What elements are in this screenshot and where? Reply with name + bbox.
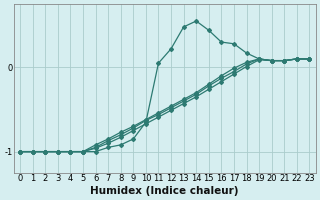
X-axis label: Humidex (Indice chaleur): Humidex (Indice chaleur) bbox=[91, 186, 239, 196]
